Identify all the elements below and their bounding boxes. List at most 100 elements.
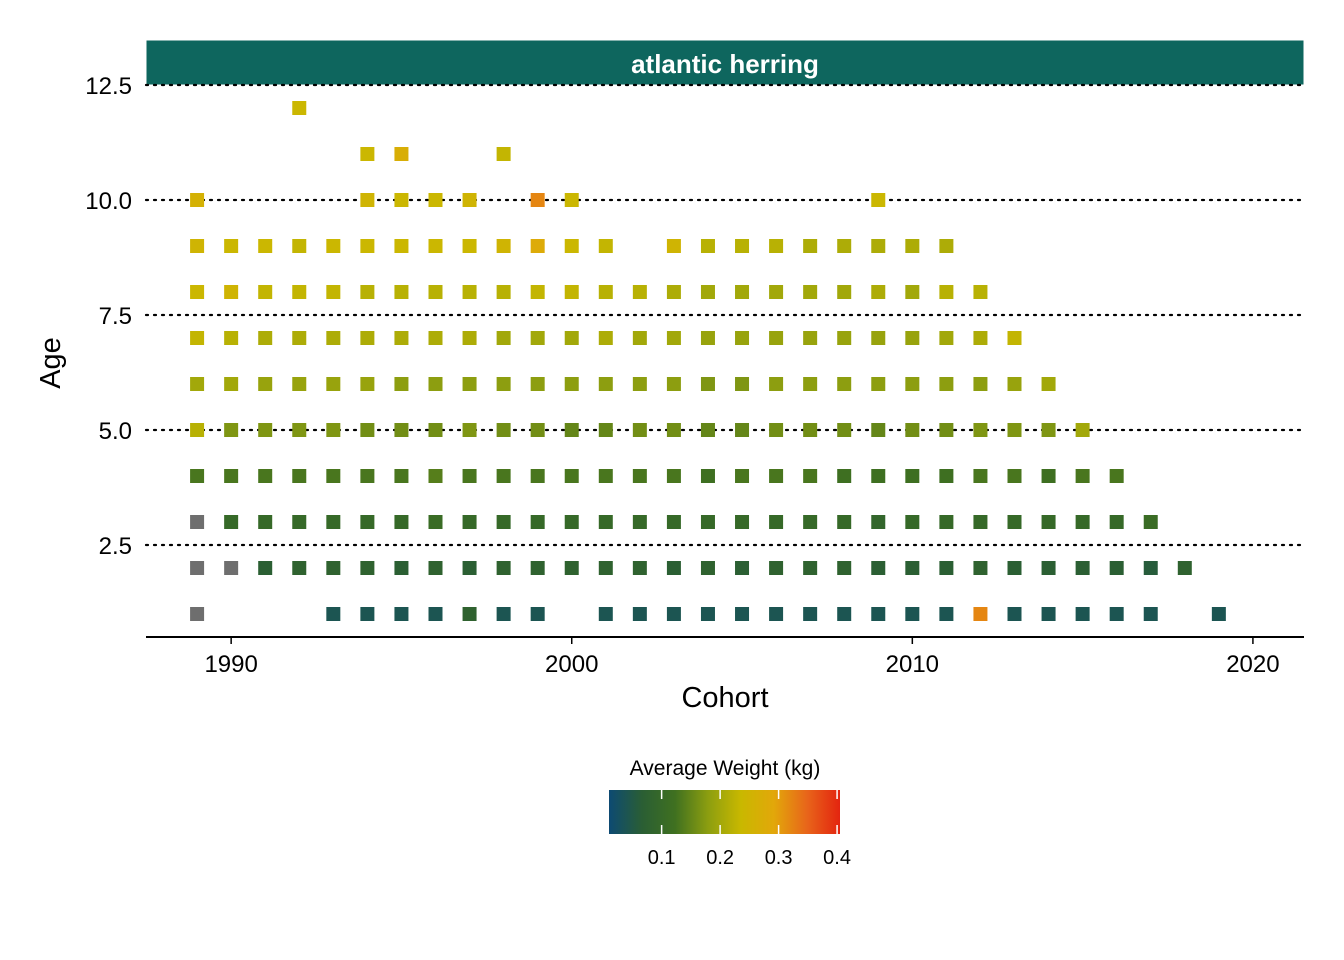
cell-1995-age-6 (394, 377, 409, 391)
cell-2014-age-4 (1041, 469, 1056, 483)
cell-2005-age-5 (735, 423, 750, 437)
cell-1999-age-9 (530, 239, 545, 253)
cell-2004-age-4 (700, 469, 715, 483)
cell-2014-age-1 (1041, 607, 1056, 621)
cell-2008-age-6 (837, 377, 852, 391)
cell-1993-age-5 (326, 423, 341, 437)
cell-1989-age-8 (190, 285, 205, 299)
cell-2006-age-1 (769, 607, 784, 621)
cell-1992-age-6 (292, 377, 307, 391)
cell-2000-age-10 (564, 193, 579, 207)
cell-2008-age-5 (837, 423, 852, 437)
cell-2015-age-3 (1075, 515, 1090, 529)
cell-1997-age-5 (462, 423, 477, 437)
cell-1993-age-8 (326, 285, 341, 299)
cell-1996-age-1 (428, 607, 443, 621)
cell-1989-age-9 (190, 239, 205, 253)
cell-1991-age-9 (258, 239, 273, 253)
cell-1992-age-3 (292, 515, 307, 529)
cell-1998-age-1 (496, 607, 511, 621)
cell-1990-age-7 (224, 331, 239, 345)
cell-2008-age-3 (837, 515, 852, 529)
cell-1991-age-5 (258, 423, 273, 437)
cell-2005-age-1 (735, 607, 750, 621)
legend: Average Weight (kg) 0.1 0.2 0.3 0.4 (609, 757, 851, 869)
cell-2013-age-4 (1007, 469, 1022, 483)
cell-2012-age-4 (973, 469, 988, 483)
cell-1990-age-9 (224, 239, 239, 253)
cell-1999-age-7 (530, 331, 545, 345)
cell-2006-age-3 (769, 515, 784, 529)
cell-1997-age-10 (462, 193, 477, 207)
cell-1998-age-9 (496, 239, 511, 253)
cell-2010-age-1 (905, 607, 920, 621)
cell-2009-age-5 (871, 423, 886, 437)
cell-1989-age-2 (190, 561, 205, 575)
cell-2004-age-8 (700, 285, 715, 299)
cell-2004-age-9 (700, 239, 715, 253)
cell-2004-age-1 (700, 607, 715, 621)
cell-1990-age-2 (224, 561, 239, 575)
cell-1998-age-6 (496, 377, 511, 391)
x-tick-label: 2000 (545, 651, 598, 678)
y-tick-label: 5.0 (99, 418, 132, 445)
cell-2001-age-3 (598, 515, 613, 529)
y-tick-label: 12.5 (85, 73, 132, 100)
cell-2003-age-1 (666, 607, 681, 621)
cell-2009-age-7 (871, 331, 886, 345)
legend-tick-label: 0.1 (648, 847, 676, 869)
cell-1991-age-7 (258, 331, 273, 345)
cell-2013-age-1 (1007, 607, 1022, 621)
cell-1995-age-11 (394, 147, 409, 161)
cell-1997-age-7 (462, 331, 477, 345)
cell-1997-age-6 (462, 377, 477, 391)
cell-1998-age-11 (496, 147, 511, 161)
cell-1991-age-2 (258, 561, 273, 575)
cell-1997-age-9 (462, 239, 477, 253)
cell-2000-age-5 (564, 423, 579, 437)
cell-2009-age-3 (871, 515, 886, 529)
cell-2012-age-1 (973, 607, 988, 621)
cell-2016-age-2 (1109, 561, 1124, 575)
cell-2001-age-9 (598, 239, 613, 253)
cell-1990-age-3 (224, 515, 239, 529)
cell-2005-age-3 (735, 515, 750, 529)
cell-2016-age-1 (1109, 607, 1124, 621)
cell-2002-age-8 (632, 285, 647, 299)
cell-2015-age-2 (1075, 561, 1090, 575)
cell-1994-age-10 (360, 193, 375, 207)
cell-2009-age-9 (871, 239, 886, 253)
cell-2008-age-7 (837, 331, 852, 345)
cell-1990-age-4 (224, 469, 239, 483)
cell-1998-age-4 (496, 469, 511, 483)
cell-2000-age-3 (564, 515, 579, 529)
cell-1994-age-5 (360, 423, 375, 437)
cell-2004-age-2 (700, 561, 715, 575)
cell-1999-age-6 (530, 377, 545, 391)
cell-2013-age-6 (1007, 377, 1022, 391)
cell-2015-age-4 (1075, 469, 1090, 483)
cell-1999-age-4 (530, 469, 545, 483)
cell-1993-age-6 (326, 377, 341, 391)
cell-2005-age-8 (735, 285, 750, 299)
cell-2013-age-3 (1007, 515, 1022, 529)
y-tick-label: 2.5 (99, 533, 132, 560)
cell-2010-age-9 (905, 239, 920, 253)
cell-1996-age-10 (428, 193, 443, 207)
cell-2001-age-2 (598, 561, 613, 575)
cell-2007-age-6 (803, 377, 818, 391)
cell-2006-age-5 (769, 423, 784, 437)
cell-1999-age-10 (530, 193, 545, 207)
cell-2006-age-8 (769, 285, 784, 299)
cell-2001-age-1 (598, 607, 613, 621)
x-tick-label: 2010 (886, 651, 939, 678)
y-axis-ticks: 2.5 5.0 7.5 10.0 12.5 (85, 73, 132, 560)
cell-2013-age-7 (1007, 331, 1022, 345)
cell-2013-age-5 (1007, 423, 1022, 437)
cell-2011-age-8 (939, 285, 954, 299)
cell-2000-age-6 (564, 377, 579, 391)
cell-2007-age-8 (803, 285, 818, 299)
cell-1997-age-1 (462, 607, 477, 621)
cell-2016-age-4 (1109, 469, 1124, 483)
cell-1991-age-6 (258, 377, 273, 391)
